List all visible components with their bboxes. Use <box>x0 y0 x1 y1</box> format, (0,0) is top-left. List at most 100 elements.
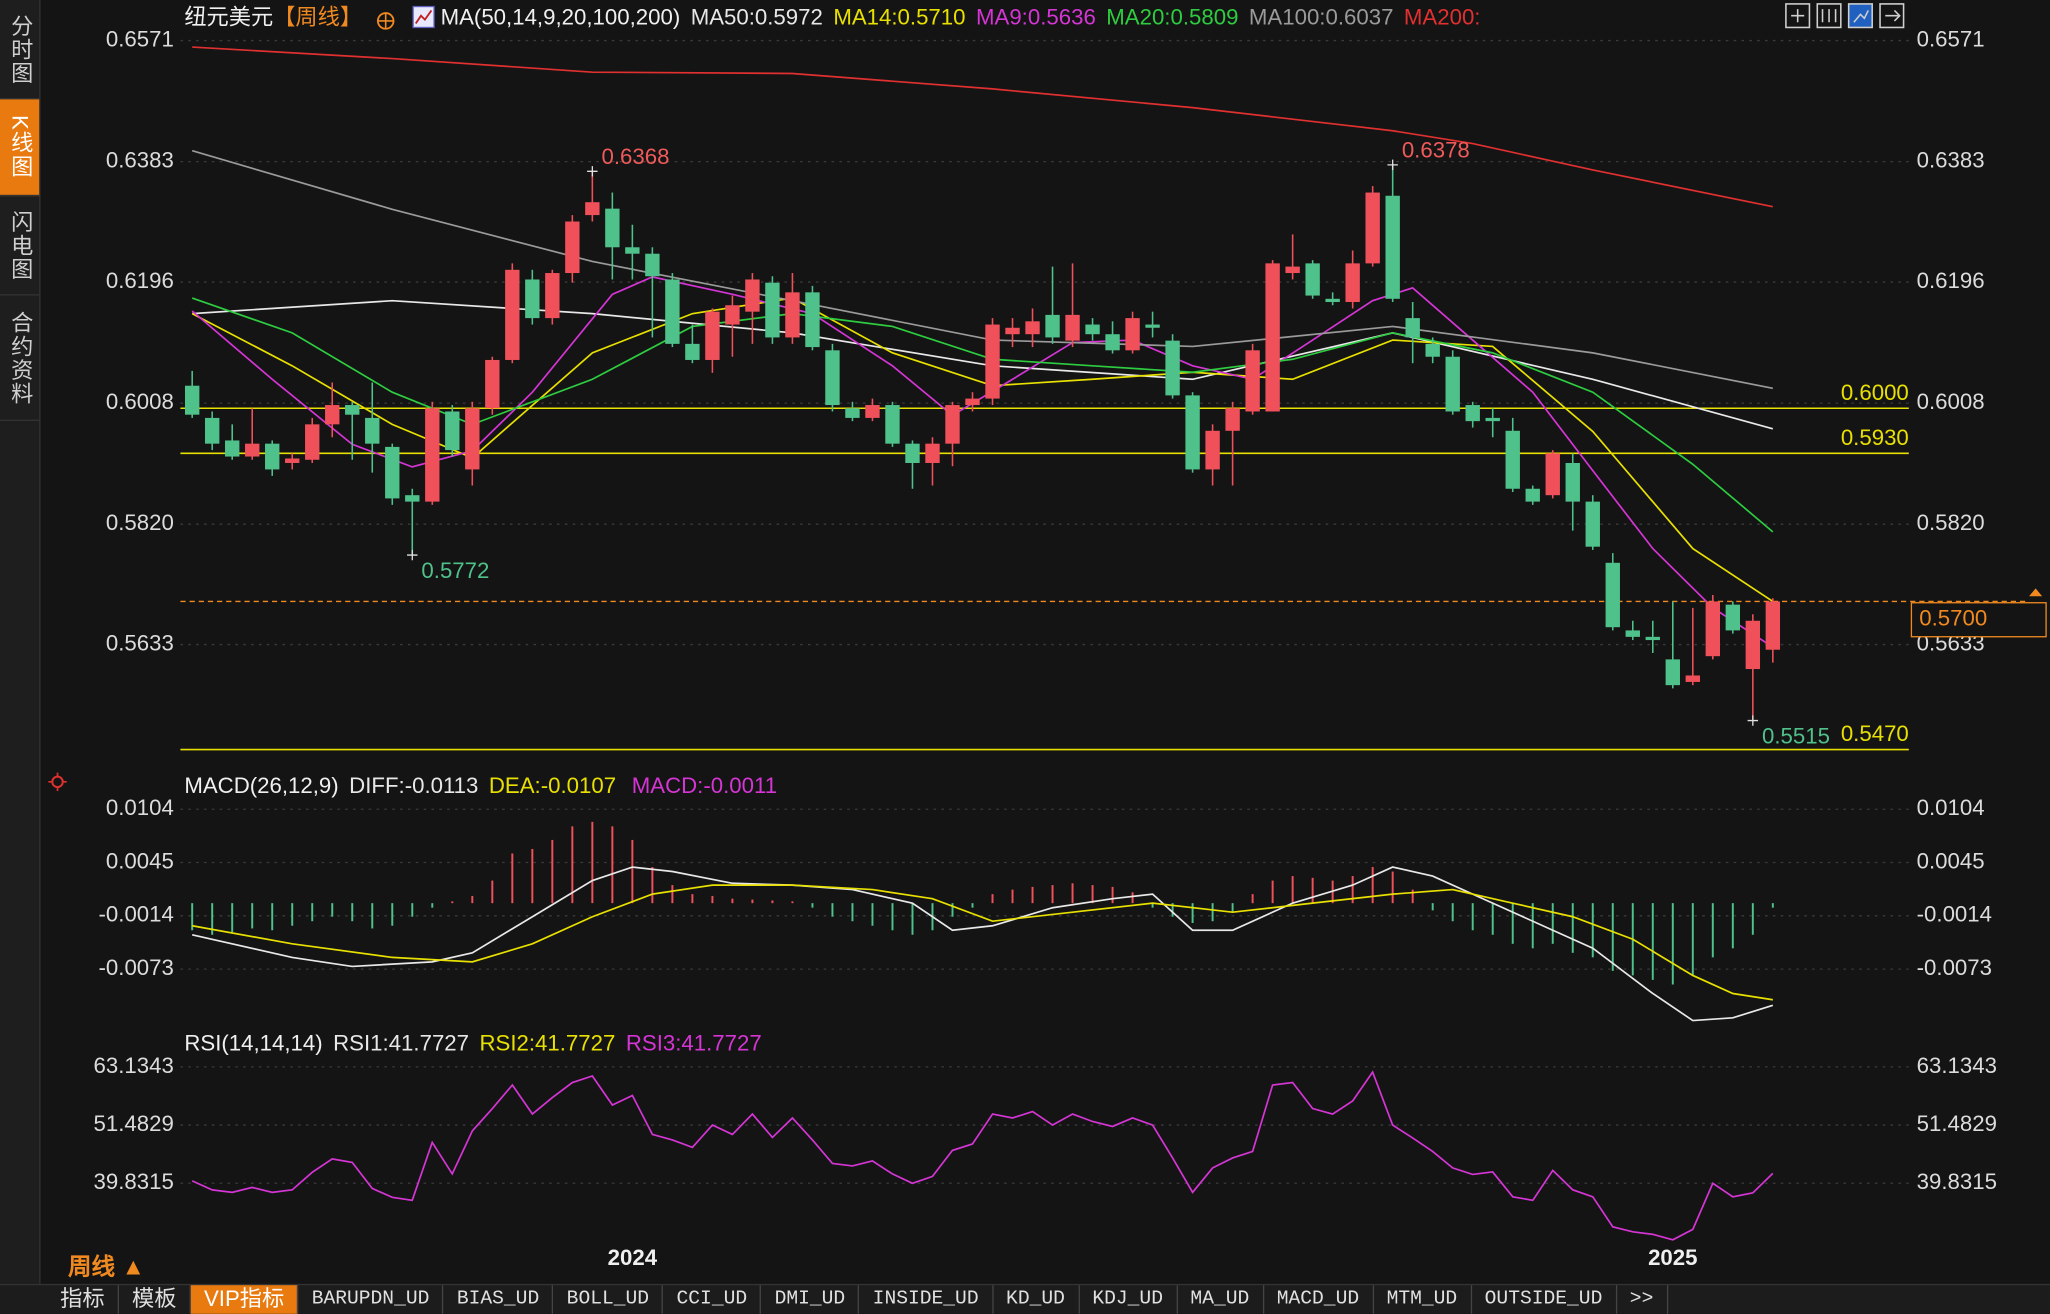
indicator-tab[interactable]: 指标 <box>47 1285 119 1314</box>
candle-body <box>1765 601 1781 650</box>
indicator-tab[interactable]: BIAS_UD <box>444 1285 554 1314</box>
period-selector[interactable]: 周线 ▲ <box>67 1253 145 1280</box>
candle-body <box>1685 675 1700 682</box>
chart-title: 纽元美元 <box>184 4 273 29</box>
candle-body <box>1745 620 1761 670</box>
candle-body <box>765 282 780 338</box>
extreme-label: 0.5772 <box>421 558 489 583</box>
panel-header: MA(50,14,9,20,100,200) MA50:0.5972 MA14:0.… <box>441 4 1481 29</box>
indicator-tab[interactable]: MTM_UD <box>1374 1285 1472 1314</box>
candle-body <box>1185 395 1200 470</box>
candle-body <box>865 405 880 418</box>
y-tick-label: 0.0104 <box>106 795 174 820</box>
candle-body <box>685 343 700 360</box>
candle-body <box>525 279 540 319</box>
candle-body <box>285 458 300 463</box>
y-tick-label: 0.6196 <box>106 268 174 293</box>
candle-body <box>1645 636 1660 641</box>
indicator-tab[interactable]: INSIDE_UD <box>860 1285 993 1314</box>
indicator-tab[interactable]: VIP指标 <box>190 1285 299 1314</box>
indicator-tab[interactable]: 模板 <box>119 1285 191 1314</box>
y-tick-label-right: 0.0104 <box>1917 795 1985 820</box>
horizontal-line-label: 0.6000 <box>1841 380 1909 405</box>
candle-body <box>425 408 440 502</box>
current-price-label: 0.5700 <box>1919 606 1987 631</box>
indicator-label: MACD(26,12,9) <box>184 773 338 798</box>
candle-body <box>485 359 500 409</box>
candle-body <box>1025 321 1040 335</box>
y-tick-label: 0.5820 <box>106 510 174 535</box>
extreme-label: 0.6368 <box>602 144 670 169</box>
y-tick-label: 39.8315 <box>94 1169 174 1194</box>
y-tick-label-right: 63.1343 <box>1917 1053 1997 1078</box>
y-tick-label-right: 39.8315 <box>1917 1169 1997 1194</box>
indicator-tab[interactable]: MACD_UD <box>1264 1285 1374 1314</box>
indicator-tab[interactable]: OUTSIDE_UD <box>1472 1285 1617 1314</box>
y-tick-label-right: 51.4829 <box>1917 1111 1997 1136</box>
candle-body <box>885 405 900 444</box>
indicator-tab[interactable]: MA_UD <box>1177 1285 1264 1314</box>
candle-body <box>1065 314 1080 341</box>
candle-body <box>325 405 340 425</box>
candle-body <box>385 446 400 499</box>
legend-entry: MA20:0.5809 <box>1106 4 1238 29</box>
legend-entry: MA14:0.5710 <box>833 4 965 29</box>
candle-body <box>1005 327 1020 335</box>
toolbar-icons[interactable] <box>1785 3 1905 29</box>
candle-body <box>1365 192 1380 264</box>
sidebar-tab[interactable]: 闪电图 <box>0 196 40 296</box>
sidebar-tab[interactable]: 合约资料 <box>0 295 40 421</box>
indicator-tab[interactable]: DMI_UD <box>762 1285 860 1314</box>
candle-body <box>1485 417 1500 422</box>
indicator-tab[interactable]: >> <box>1617 1285 1668 1314</box>
y-tick-label: -0.0073 <box>99 955 174 980</box>
candle-body <box>1505 430 1520 489</box>
y-tick-label-right: 0.6383 <box>1917 148 1985 173</box>
header-icons[interactable] <box>376 5 435 30</box>
extreme-label: 0.6378 <box>1402 138 1470 163</box>
indicator-tab[interactable]: KDJ_UD <box>1079 1285 1178 1314</box>
candle-body <box>1705 601 1721 657</box>
macd-line <box>192 866 1774 1022</box>
candle-body <box>1445 356 1460 412</box>
panel-header: MACD(26,12,9) DIFF:-0.0113 DEA:-0.0107 MACD… <box>184 773 777 798</box>
candle-body <box>1725 604 1741 631</box>
indicator-tab[interactable]: KD_UD <box>993 1285 1080 1314</box>
extreme-marker <box>407 549 418 561</box>
sidebar-tab[interactable]: 分时图 <box>0 0 40 100</box>
legend-entry: RSI2:41.7727 <box>479 1030 615 1055</box>
legend-entry: RSI3:41.7727 <box>626 1030 762 1055</box>
candle-body <box>1405 318 1420 338</box>
candle-body <box>1665 659 1680 686</box>
candle-body <box>1525 488 1540 502</box>
y-tick-label-right: 0.6196 <box>1917 268 1985 293</box>
candle-body <box>345 405 360 415</box>
y-tick-label-right: 0.5820 <box>1917 510 1985 535</box>
candle-body <box>565 221 580 274</box>
candle-body <box>585 202 600 216</box>
indicator-tab[interactable]: CCI_UD <box>663 1285 762 1314</box>
candle-body <box>1105 334 1120 351</box>
horizontal-line-label: 0.5470 <box>1841 721 1909 746</box>
candle-body <box>625 247 640 254</box>
indicator-tab[interactable]: BARUPDN_UD <box>299 1285 444 1314</box>
legend-entry: MA200: <box>1404 4 1481 29</box>
indicator-label: RSI(14,14,14) <box>184 1030 322 1055</box>
x-tick-label: 2025 <box>1648 1245 1697 1270</box>
moving-average-line <box>191 276 1774 648</box>
sidebar-tab[interactable]: K线图 <box>0 99 40 197</box>
candle-body <box>1605 562 1620 628</box>
indicator-tab[interactable]: BOLL_UD <box>554 1285 664 1314</box>
period-label: 【周线】 <box>273 4 362 29</box>
candle-body <box>785 292 800 338</box>
y-tick-label: -0.0014 <box>99 902 174 927</box>
candle-body <box>1225 408 1240 431</box>
candle-body <box>1045 314 1060 338</box>
sidebar: 分时图 K线图 闪电图 合约资料 <box>0 0 41 1284</box>
moving-average-line <box>191 149 1773 390</box>
candle-body <box>365 417 380 444</box>
macd-icon[interactable] <box>48 772 67 791</box>
panel-header: RSI(14,14,14) RSI1:41.7727 RSI2:41.7727 RSI… <box>184 1030 761 1055</box>
candle-body <box>845 408 860 418</box>
